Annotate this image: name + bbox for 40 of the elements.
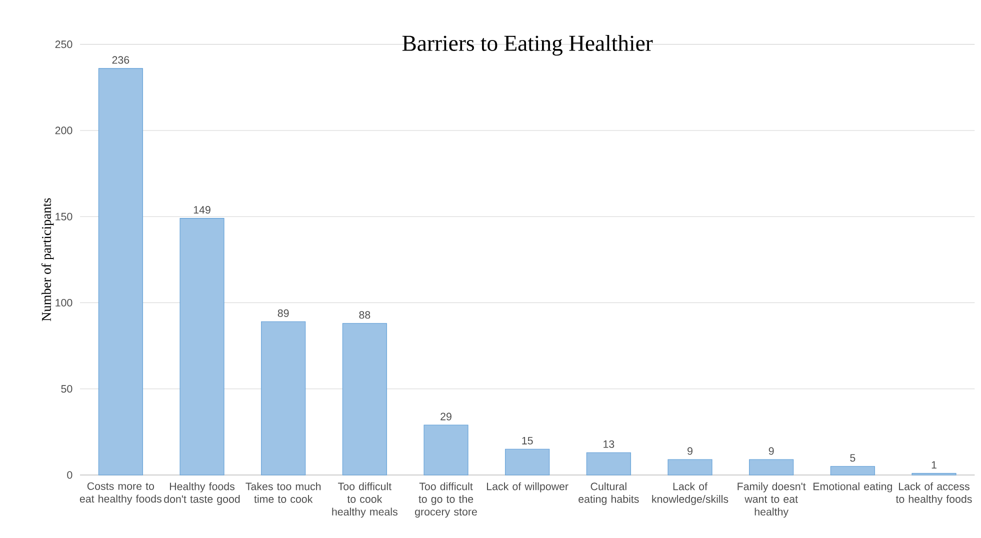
data-label: 89 bbox=[278, 309, 289, 317]
data-label: 88 bbox=[359, 311, 370, 319]
x-tick-label: Cultural eating habits bbox=[578, 482, 639, 505]
x-tick-label: Too difficult to go to the grocery store bbox=[415, 482, 477, 518]
y-tick-label: 100 bbox=[56, 298, 72, 306]
y-tick-label: 50 bbox=[61, 385, 72, 393]
y-tick-label: 0 bbox=[67, 471, 72, 479]
data-label: 149 bbox=[194, 206, 210, 214]
bar bbox=[342, 323, 387, 476]
bar bbox=[749, 459, 794, 476]
data-label: 15 bbox=[522, 436, 533, 444]
bar bbox=[261, 321, 306, 476]
bar bbox=[668, 459, 712, 476]
x-tick-label: Lack of willpower bbox=[487, 482, 568, 492]
x-tick-label: Too difficult to cook healthy meals bbox=[332, 482, 398, 518]
data-label: 29 bbox=[440, 412, 452, 420]
x-tick-label: Lack of knowledge/skills bbox=[652, 482, 728, 505]
bar bbox=[180, 218, 224, 476]
x-tick-label: Family doesn't want to eat healthy bbox=[738, 482, 806, 518]
x-tick-label: Lack of access to healthy foods bbox=[896, 482, 972, 505]
data-label: 236 bbox=[112, 56, 130, 64]
bar bbox=[830, 466, 875, 476]
bar bbox=[424, 424, 468, 476]
data-label: 13 bbox=[604, 440, 614, 448]
x-tick-label: Takes too much time to cook bbox=[246, 482, 321, 503]
x-tick-label: Healthy foods don't taste good bbox=[164, 482, 240, 505]
bar bbox=[98, 68, 143, 476]
y-axis-title: Number of participants bbox=[41, 198, 54, 322]
y-tick-label: 200 bbox=[55, 126, 72, 134]
y-tick-label: 150 bbox=[56, 212, 72, 220]
y-tick-label: 250 bbox=[55, 40, 72, 48]
bar bbox=[505, 448, 550, 476]
bar bbox=[586, 452, 631, 476]
chart-title: Barriers to Eating Healthier bbox=[402, 35, 653, 56]
data-label: 9 bbox=[688, 447, 692, 455]
data-label: 1 bbox=[932, 461, 936, 469]
data-label: 5 bbox=[850, 454, 856, 462]
data-label: 9 bbox=[768, 447, 774, 455]
x-tick-label: Costs more to eat healthy foods bbox=[80, 482, 162, 505]
x-tick-label: Emotional eating bbox=[814, 482, 892, 492]
